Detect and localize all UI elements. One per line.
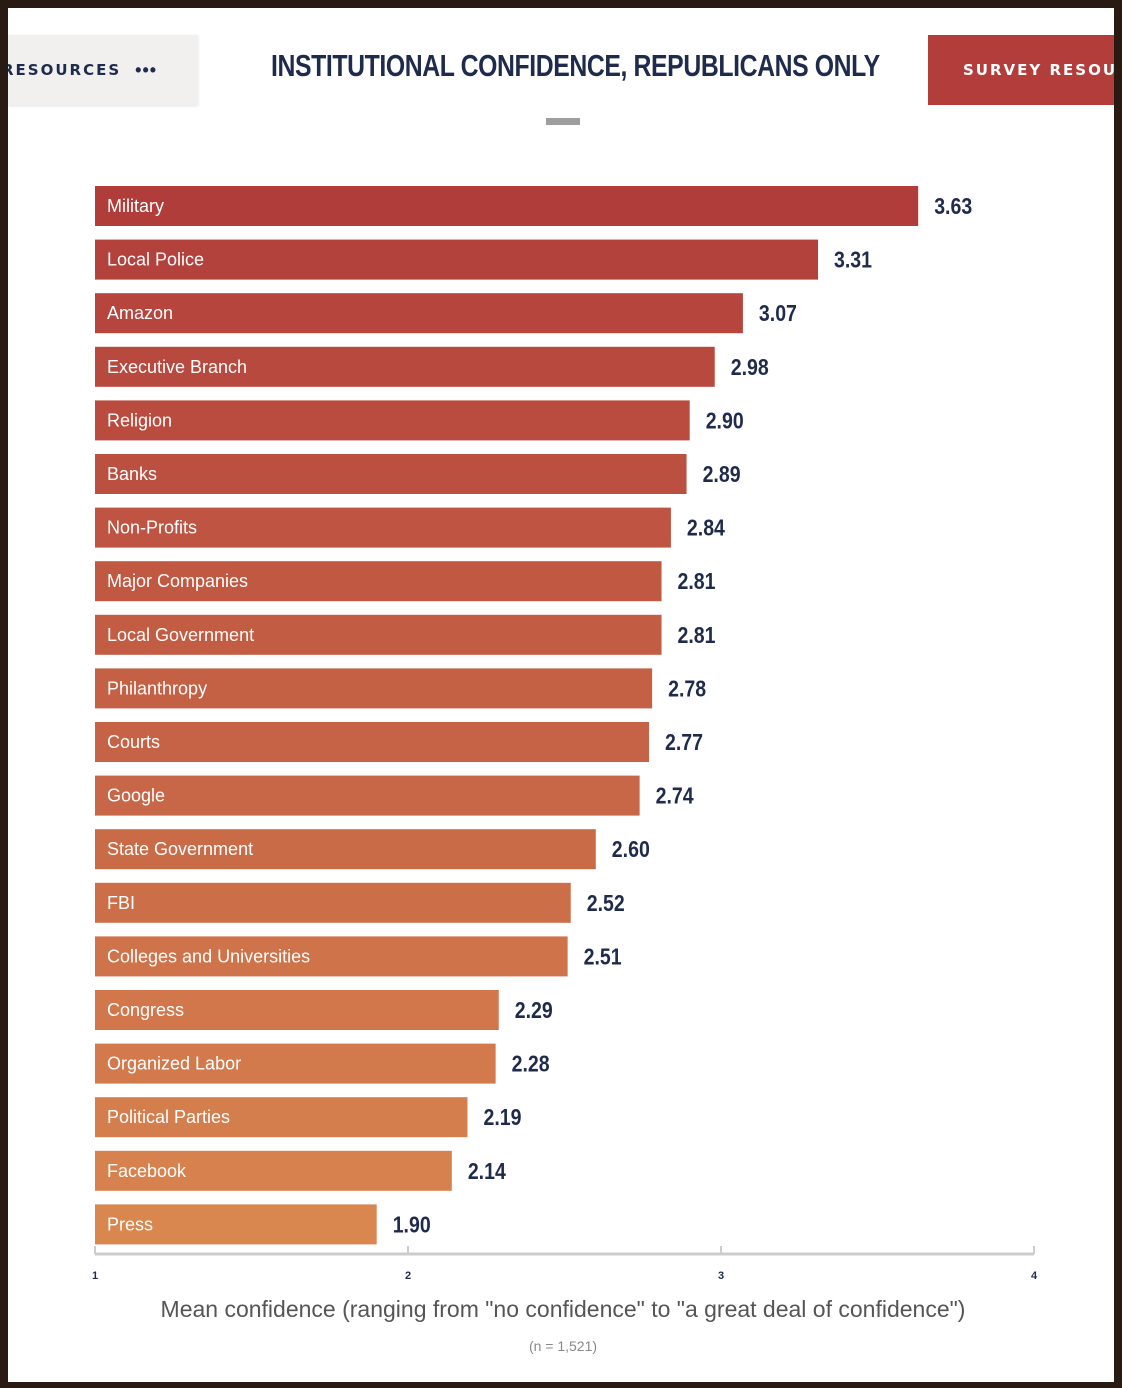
- bar-category-label: Military: [107, 196, 164, 216]
- survey-resources-tab[interactable]: SURVEY RESOURCES: [928, 35, 1114, 105]
- bar-value-label: 2.14: [468, 1158, 506, 1184]
- bar-facebook: [95, 1150, 452, 1191]
- title-divider: [546, 118, 580, 125]
- bar-category-label: Courts: [107, 732, 160, 752]
- bar-value-label: 2.81: [678, 568, 716, 594]
- bar-category-label: Non-Profits: [107, 518, 197, 538]
- bar-category-label: Religion: [107, 410, 172, 430]
- bar-category-label: Executive Branch: [107, 357, 247, 377]
- bar-category-label: Colleges and Universities: [107, 946, 310, 966]
- bar-value-label: 2.81: [678, 622, 716, 648]
- x-axis: 1 2 3 4: [92, 1246, 1038, 1282]
- bar-value-label: 2.60: [612, 836, 650, 862]
- bar-category-label: Local Police: [107, 250, 204, 270]
- bar-political-parties: [95, 1097, 468, 1138]
- more-icon[interactable]: •••: [135, 59, 158, 80]
- bar-congress: [95, 990, 499, 1030]
- bar-value-label: 2.78: [668, 675, 706, 701]
- resources-tab-label: RESOURCES: [8, 61, 122, 79]
- bar-category-label: Google: [107, 786, 165, 806]
- bar-category-label: Amazon: [107, 303, 173, 323]
- bar-major-companies: [95, 561, 662, 602]
- bar-category-label: FBI: [107, 893, 135, 913]
- bar-value-label: 1.90: [393, 1211, 431, 1237]
- x-tick-label: 4: [1031, 1270, 1038, 1282]
- bar-value-label: 2.84: [687, 515, 725, 541]
- bar-value-label: 2.89: [703, 461, 741, 487]
- bar-category-label: Philanthropy: [107, 678, 207, 698]
- bar-value-label: 2.98: [731, 354, 769, 380]
- bar-category-label: Major Companies: [107, 571, 248, 591]
- bar-value-label: 2.29: [515, 997, 553, 1023]
- bar-value-label: 2.19: [483, 1104, 521, 1130]
- bar-value-label: 3.07: [759, 300, 797, 326]
- bar-non-profits: [95, 507, 671, 548]
- bar-category-label: Press: [107, 1214, 153, 1234]
- bar-category-label: State Government: [107, 839, 253, 859]
- bar-courts: [95, 722, 650, 762]
- bar-organized-labor: [95, 1043, 496, 1084]
- bar-category-label: Organized Labor: [107, 1054, 241, 1074]
- bar-category-label: Congress: [107, 1000, 184, 1020]
- bar-amazon: [95, 293, 743, 334]
- bar-local-police: [95, 239, 819, 280]
- bar-state-government: [95, 829, 596, 870]
- bar-local-government: [95, 614, 662, 655]
- x-tick-label: 1: [92, 1270, 98, 1282]
- x-axis-label: Mean confidence (ranging from "no confid…: [160, 1296, 966, 1322]
- bar-category-label: Local Government: [107, 625, 254, 645]
- bar-press: [95, 1204, 377, 1245]
- bars-group: Military 3.63 Local Police 3.31 Amazon 3.07 Ex…: [95, 186, 972, 1245]
- bar-value-label: 2.28: [512, 1051, 550, 1077]
- bar-colleges-and-universities: [95, 936, 568, 977]
- bar-military: [95, 186, 919, 226]
- bar-value-label: 3.63: [934, 193, 972, 219]
- bar-philanthropy: [95, 668, 653, 709]
- bar-value-label: 2.51: [584, 943, 622, 969]
- bar-category-label: Facebook: [107, 1161, 187, 1181]
- chart-title: INSTITUTIONAL CONFIDENCE, REPUBLICANS ON…: [271, 48, 880, 83]
- sample-size-note: (n = 1,521): [528, 1338, 598, 1354]
- bar-value-label: 2.74: [656, 783, 694, 809]
- bar-value-label: 2.77: [665, 729, 703, 755]
- x-tick-label: 2: [405, 1270, 411, 1282]
- bar-category-label: Banks: [107, 464, 157, 484]
- bar-value-label: 3.31: [834, 247, 872, 273]
- bar-religion: [95, 400, 690, 441]
- resources-tab[interactable]: RESOURCES •••: [8, 35, 198, 105]
- bar-banks: [95, 454, 687, 494]
- bar-value-label: 2.90: [706, 407, 744, 433]
- bar-google: [95, 775, 640, 816]
- page-frame: RESOURCES ••• INSTITUTIONAL CONFIDENCE, …: [8, 8, 1114, 1382]
- bar-executive-branch: [95, 346, 715, 387]
- survey-resources-tab-label: SURVEY RESOURCES: [963, 61, 1114, 79]
- bar-fbi: [95, 882, 571, 923]
- bar-value-label: 2.52: [587, 890, 625, 916]
- x-tick-label: 3: [718, 1270, 724, 1282]
- bar-category-label: Political Parties: [107, 1107, 230, 1127]
- bar-chart: Military 3.63 Local Police 3.31 Amazon 3.07 Ex…: [92, 186, 1038, 1282]
